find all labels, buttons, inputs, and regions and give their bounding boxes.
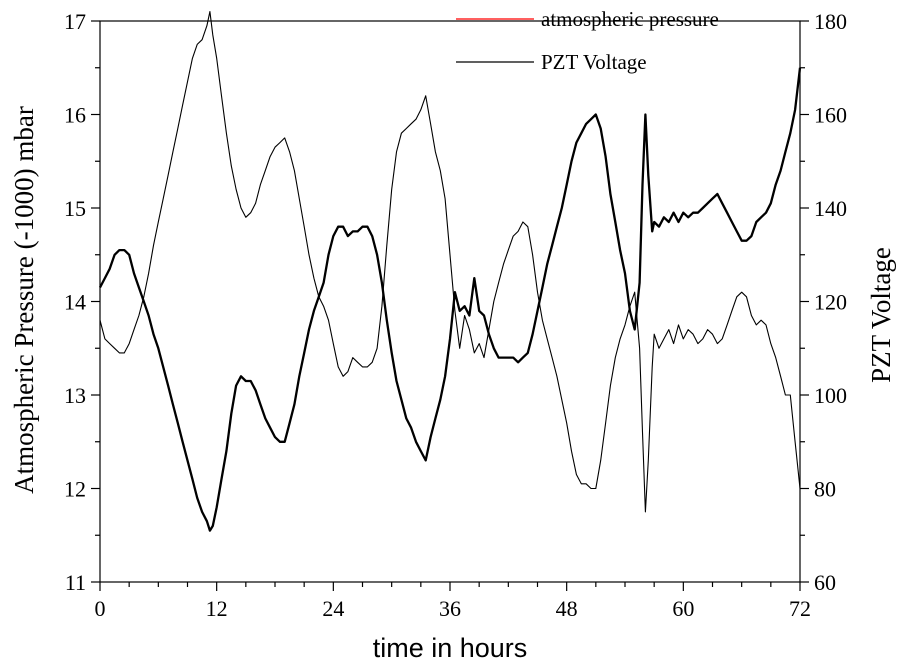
y-left-tick-label: 11 — [65, 570, 86, 595]
y-right-tick-label: 120 — [814, 290, 847, 315]
y-right-tick-label: 100 — [814, 383, 847, 408]
x-tick-label: 24 — [322, 596, 344, 621]
series-line-atmospheric-pressure — [99, 11, 801, 513]
y-left-tick-label: 16 — [64, 103, 86, 128]
y-right-tick-label: 60 — [814, 570, 836, 595]
legend-label-atmospheric-pressure: atmospheric pressure — [541, 7, 719, 31]
series-layer — [98, 11, 802, 532]
x-tick-label: 36 — [439, 596, 461, 621]
x-tick-label: 72 — [789, 596, 811, 621]
x-tick-label: 12 — [206, 596, 228, 621]
y-axis-left-title: Atmospheric Pressure (-1000) mbar — [9, 106, 39, 494]
y-right-tick-label: 180 — [814, 9, 847, 34]
x-axis-title: time in hours — [373, 633, 528, 663]
legend-label-pzt-voltage: PZT Voltage — [541, 50, 647, 74]
x-tick-label: 60 — [672, 596, 694, 621]
y-left-tick-label: 15 — [64, 196, 86, 221]
series-line-pzt-voltage — [98, 67, 802, 532]
y-left-tick-label: 13 — [64, 383, 86, 408]
legend: atmospheric pressure PZT Voltage — [456, 7, 719, 74]
x-tick-label: 0 — [95, 596, 106, 621]
y-left-tick-label: 14 — [64, 290, 86, 315]
x-tick-label: 48 — [556, 596, 578, 621]
y-right-tick-label: 140 — [814, 196, 847, 221]
y-right-tick-label: 160 — [814, 103, 847, 128]
y-axis-right-title: PZT Voltage — [866, 247, 896, 383]
y-right-tick-label: 80 — [814, 477, 836, 502]
plot-frame — [99, 20, 801, 583]
y-left-tick-label: 17 — [64, 9, 86, 34]
axes-layer: 0 12 24 36 48 60 72111213141516176080100120140… — [64, 9, 847, 621]
y-left-tick-label: 12 — [64, 477, 86, 502]
